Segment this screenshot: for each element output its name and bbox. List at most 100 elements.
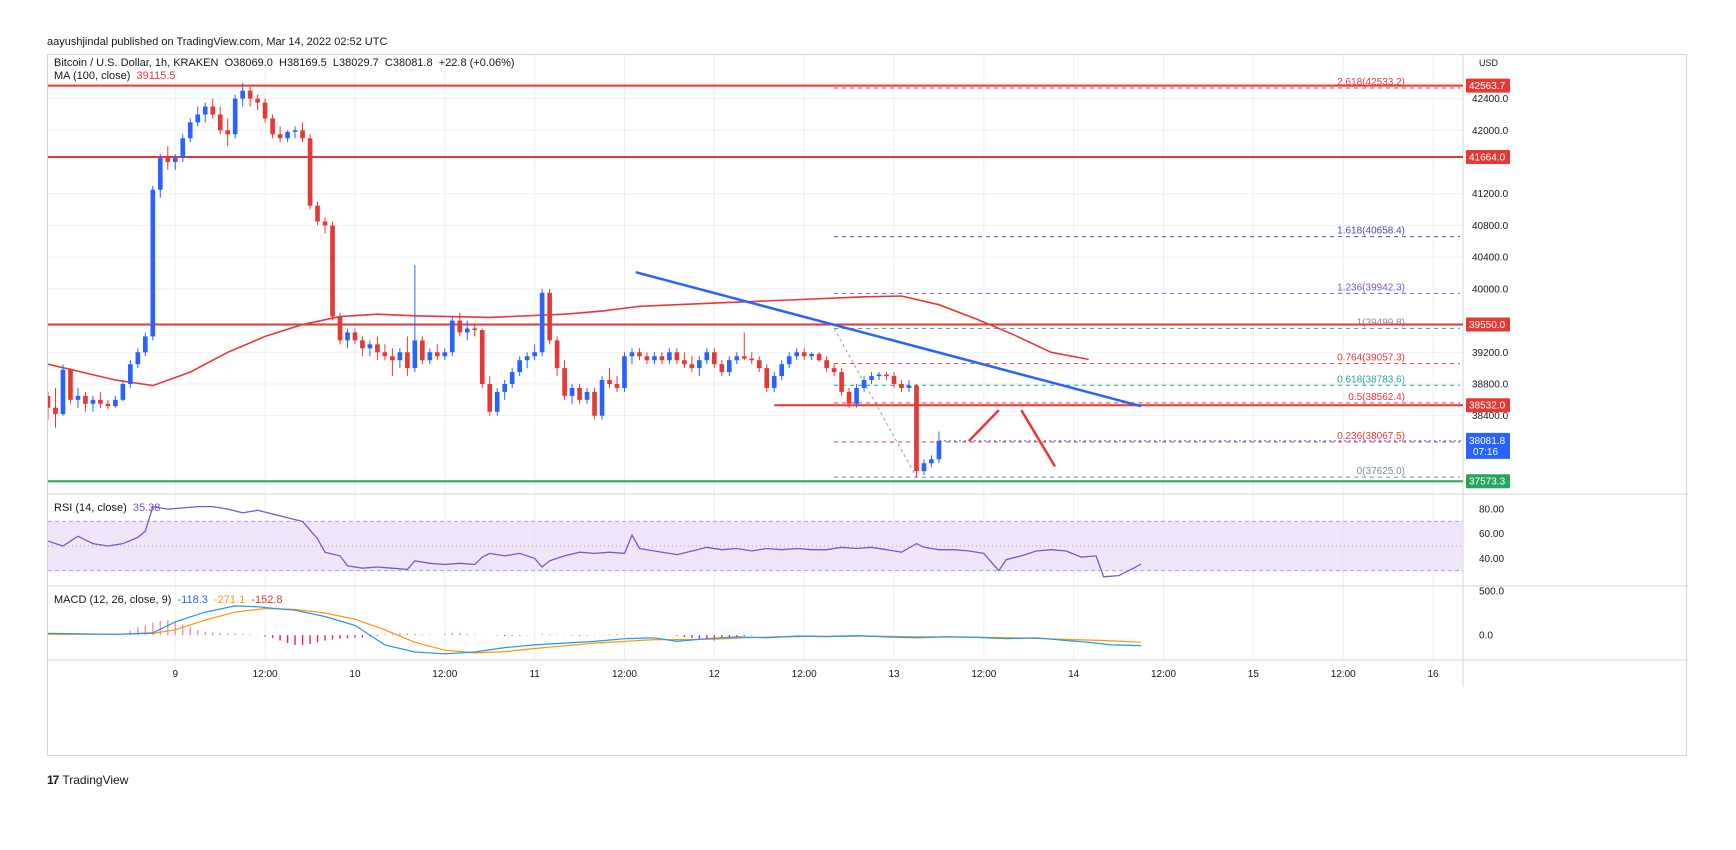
candle-body: [929, 459, 934, 464]
fib-level-label: 0.764(39057.3): [1337, 353, 1405, 364]
price-tick-label: 40800.0: [1472, 221, 1509, 232]
rsi-value: 35.38: [132, 502, 161, 514]
time-tick-label: 12:00: [612, 669, 637, 680]
candle-body: [786, 356, 792, 365]
candle-body: [128, 364, 133, 384]
rsi-title: RSI (14, close): [54, 502, 127, 514]
candle-body: [824, 360, 829, 369]
candle-body: [75, 395, 81, 400]
candle-body: [876, 374, 882, 377]
chart-canvas[interactable]: 2.618(42533.2) 1.618(40658.4) 1.236(39942.…: [45, 55, 1688, 757]
ohlc-close: C38081.8: [384, 57, 433, 69]
candle-body: [659, 356, 665, 361]
candle-body: [936, 440, 942, 460]
macd-tick-label: 0.0: [1479, 631, 1493, 642]
time-tick-label: 10: [349, 669, 361, 680]
rsi-tick-label: 60.00: [1479, 529, 1504, 540]
fib-level-label: 1.618(40658.4): [1337, 226, 1405, 237]
time-tick-label: 9: [172, 669, 178, 680]
price-level-tag: [1466, 317, 1510, 332]
candle-body: [322, 221, 328, 226]
candle-body: [210, 106, 216, 115]
candle-body: [195, 114, 201, 123]
time-tick-label: 13: [888, 669, 900, 680]
price-tick-label: 38400.0: [1472, 411, 1509, 422]
price-tick-label: 42400.0: [1472, 94, 1509, 105]
fib-level-label: 0.618(38783.6): [1337, 374, 1405, 385]
candle-body: [449, 320, 455, 353]
ma-title: MA (100, close): [54, 70, 131, 82]
rsi-legend: RSI (14, close) 35.38: [54, 502, 160, 514]
rsi-tick-label: 40.00: [1479, 554, 1504, 565]
fib-level-label: 1.236(39942.3): [1337, 282, 1405, 293]
candle-body: [412, 340, 418, 369]
candle-body: [240, 90, 245, 99]
candle-body: [292, 130, 298, 132]
candle-body: [839, 372, 844, 392]
candle-body: [547, 292, 552, 341]
symbol-title: Bitcoin / U.S. Dollar, 1h, KRAKEN: [54, 57, 219, 69]
ohlc-change: +22.8 (+0.06%): [438, 57, 515, 69]
candle-body: [697, 360, 702, 369]
candle-body: [45, 395, 51, 408]
candle-body: [861, 380, 867, 388]
time-tick-label: 12:00: [432, 669, 457, 680]
candle-body: [330, 225, 335, 317]
macd-title: MACD (12, 26, close, 9): [54, 594, 172, 606]
candle-body: [816, 353, 822, 361]
candle-body: [517, 360, 522, 373]
brand-text: TradingView: [62, 773, 129, 787]
candle-body: [60, 369, 66, 415]
candle-body: [390, 356, 395, 361]
price-level-tag: [1466, 474, 1510, 489]
macd-line: [47, 605, 1142, 655]
candle-body: [599, 380, 605, 416]
price-level-tag-label: 37573.3: [1469, 477, 1506, 488]
candle-body: [217, 114, 223, 131]
candle-body: [712, 352, 717, 365]
candle-body: [854, 387, 859, 404]
candle-body: [899, 383, 904, 388]
candle-body: [165, 158, 171, 163]
candle-body: [607, 380, 612, 384]
candle-body: [779, 364, 785, 377]
candle-body: [157, 158, 163, 190]
fib-level-label: 2.618(42533.2): [1337, 77, 1405, 88]
current-price-tag: [1466, 432, 1510, 459]
candle-body: [502, 383, 508, 392]
candle-body: [105, 403, 111, 407]
candle-body: [831, 368, 837, 373]
candle-body: [884, 374, 889, 377]
candle-body: [689, 364, 695, 369]
brand-footer[interactable]: 17 TradingView: [47, 773, 128, 787]
rsi-line: [47, 505, 1142, 578]
current-price-tag-label: 38081.8: [1469, 436, 1506, 447]
candle-body: [143, 336, 148, 353]
chart-frame[interactable]: 2.618(42533.2) 1.618(40658.4) 1.236(39942.…: [45, 54, 1688, 757]
candle-body: [427, 352, 433, 361]
candle-body: [494, 391, 500, 412]
price-level-tag: [1466, 398, 1510, 413]
candle-body: [749, 358, 755, 361]
candle-body: [397, 352, 403, 361]
candle-body: [524, 356, 530, 361]
ohlc-open: O38069.0: [224, 57, 273, 69]
candle-body: [285, 131, 290, 139]
candle-body: [906, 385, 912, 388]
candle-body: [247, 90, 253, 99]
candle-body: [442, 352, 448, 357]
candle-body: [420, 340, 425, 361]
candle-body: [614, 383, 620, 388]
fib-swing-line: [833, 328, 917, 478]
signal-value: -271.1: [214, 594, 246, 606]
candle-body: [891, 376, 897, 384]
candle-body: [150, 189, 156, 337]
candle-body: [869, 376, 874, 381]
countdown-label: 07:16: [1473, 447, 1498, 458]
candle-body: [577, 387, 582, 400]
ma-value: 39115.5: [136, 70, 176, 82]
time-tick-label: 12:00: [253, 669, 278, 680]
fib-level-label: 0.236(38067.5): [1337, 431, 1405, 442]
candle-body: [172, 158, 178, 163]
candle-body: [674, 352, 680, 361]
